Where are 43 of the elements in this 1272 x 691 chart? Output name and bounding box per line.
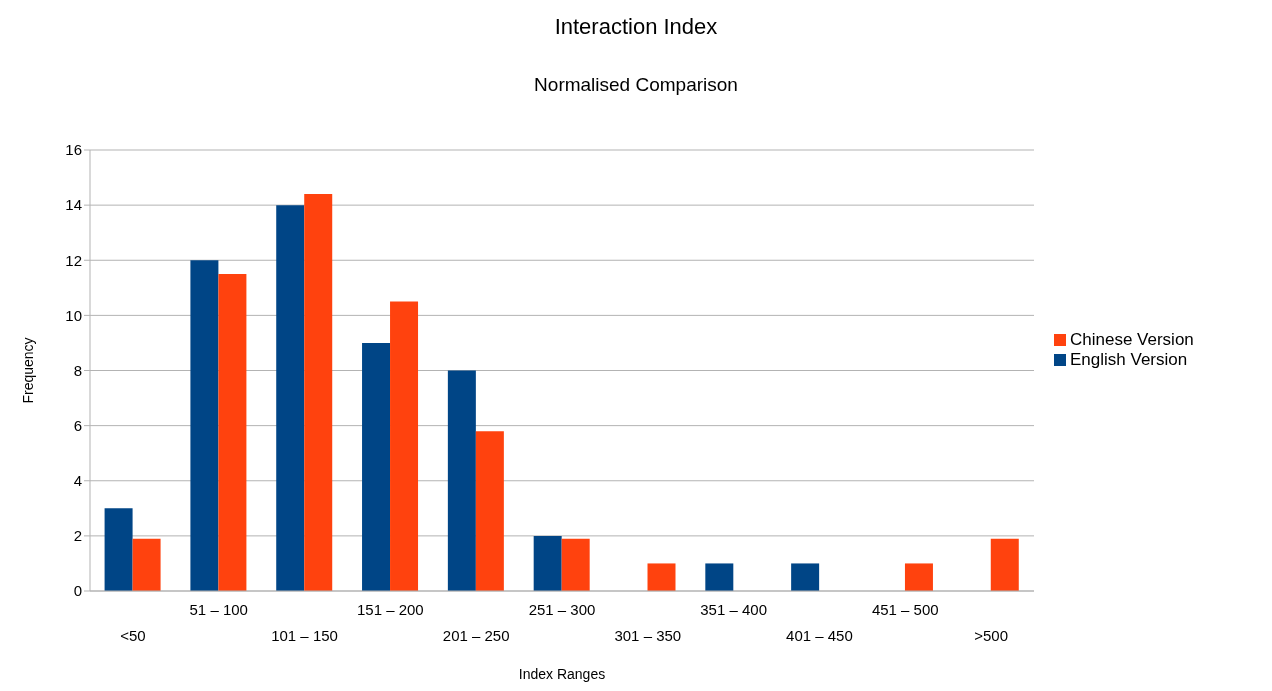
y-tick-label: 4 — [73, 472, 82, 490]
bar — [791, 563, 820, 591]
x-tick-label: <50 — [120, 627, 146, 644]
x-tick-label: 351 – 400 — [700, 601, 767, 618]
bar — [390, 301, 419, 591]
x-tick-label: 251 – 300 — [528, 601, 596, 618]
bar — [447, 370, 476, 591]
legend-label: Chinese Version — [1070, 329, 1194, 349]
bar — [904, 563, 933, 591]
y-tick-label: 10 — [65, 306, 82, 324]
y-axis-title: Frequency — [19, 337, 36, 404]
bar — [132, 538, 161, 591]
x-tick-label: >500 — [974, 627, 1008, 644]
y-tick-label: 6 — [73, 416, 82, 434]
x-tick-label: 201 – 250 — [442, 627, 510, 644]
x-tick-label: 101 – 150 — [271, 627, 338, 644]
x-tick-label: 401 – 450 — [786, 627, 853, 644]
bar — [362, 342, 391, 591]
x-tick-label: 301 – 350 — [614, 627, 682, 644]
chart-title: Interaction Index — [553, 14, 719, 40]
bar — [104, 508, 133, 591]
y-tick-label: 8 — [73, 361, 82, 379]
y-tick-label: 14 — [65, 196, 82, 214]
chart-subtitle: Normalised Comparison — [533, 74, 739, 96]
y-tick-label: 0 — [73, 582, 82, 600]
y-tick-label: 16 — [65, 141, 82, 159]
bar — [190, 260, 219, 591]
x-tick-label: 151 – 200 — [357, 601, 424, 618]
bar — [218, 274, 247, 591]
bar — [276, 205, 305, 591]
bar — [647, 563, 676, 591]
legend-label: English Version — [1070, 349, 1188, 369]
y-tick-label: 12 — [65, 251, 82, 269]
x-tick-label: 51 – 100 — [189, 601, 248, 618]
bar — [475, 431, 504, 591]
bar — [304, 194, 333, 591]
bar — [705, 563, 734, 591]
bar — [561, 538, 590, 591]
bar — [533, 535, 562, 591]
x-axis-title: Index Ranges — [518, 666, 606, 682]
x-tick-label: 451 – 500 — [871, 601, 939, 618]
bar — [990, 538, 1019, 591]
y-tick-label: 2 — [73, 527, 82, 545]
